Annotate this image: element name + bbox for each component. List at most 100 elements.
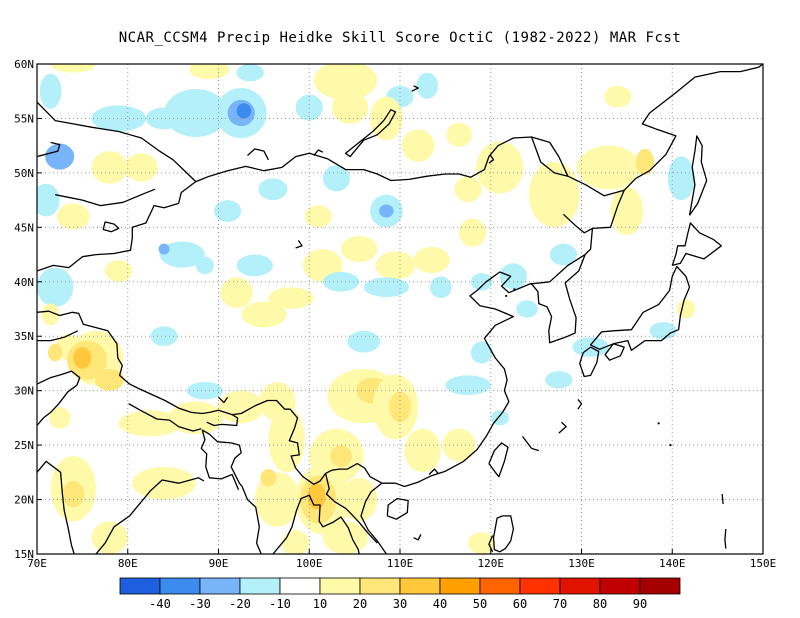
lat-tick-label: 40N (14, 276, 34, 289)
skill-patch (401, 129, 435, 163)
skill-patch (62, 481, 85, 508)
skill-patch (132, 466, 196, 500)
coastline-segment (721, 494, 724, 504)
skill-patch (322, 165, 351, 192)
coastline-segment (218, 396, 229, 404)
colorbar-label: 80 (593, 597, 607, 611)
skill-patch (164, 89, 228, 137)
skill-patch (549, 243, 577, 266)
coastline-segment (577, 398, 583, 410)
skill-patch (389, 391, 411, 423)
skill-patch (236, 64, 264, 82)
colorbar-swatch (319, 577, 361, 595)
skill-patch (307, 483, 326, 510)
skill-patch (41, 303, 60, 326)
skill-patch (39, 73, 62, 109)
skill-patch (95, 368, 125, 391)
coastline-segment (360, 254, 586, 554)
coastline-segment (201, 429, 243, 487)
coastline-segment (241, 486, 262, 554)
colorbar-swatch (479, 577, 521, 595)
coastline-segment (37, 370, 81, 426)
skill-patch (218, 390, 264, 424)
coastline-segment (521, 436, 539, 452)
coastline-segment (671, 222, 722, 267)
skill-patch (442, 428, 476, 462)
skill-patch (499, 263, 528, 290)
skill-patch (236, 103, 252, 119)
coastline-segment (579, 346, 600, 378)
coastline-segment (272, 494, 360, 554)
coastline-segment (488, 442, 509, 478)
skill-patch (341, 236, 378, 263)
skill-patch (268, 287, 314, 309)
gridlines (37, 64, 763, 554)
colorbar-swatch (359, 577, 401, 595)
coastline-segment (411, 85, 419, 92)
skill-patch (379, 204, 394, 218)
skill-patch (258, 178, 288, 201)
skill-patch (470, 341, 493, 364)
skill-patch (105, 260, 133, 282)
skill-patch (347, 330, 381, 353)
coastline-segment (688, 135, 708, 216)
lon-tick-label: 140E (659, 557, 686, 570)
colorbar-label: 50 (473, 597, 487, 611)
skill-patch (649, 322, 677, 340)
skill-patch (304, 205, 332, 228)
skill-patch (375, 251, 416, 280)
skill-patch (260, 469, 277, 487)
skill-patch (213, 200, 242, 222)
skill-patch (37, 183, 60, 217)
skill-patch (56, 203, 90, 230)
skill-patch (404, 428, 441, 473)
colorbar-swatch (519, 577, 561, 595)
skill-patch (341, 477, 378, 522)
colorbar-label: 30 (393, 597, 407, 611)
skill-patch (159, 241, 205, 268)
coastline-segment (37, 101, 625, 256)
coastline-segment (562, 213, 593, 234)
lon-tick-label: 110E (387, 557, 414, 570)
island-dot (715, 569, 717, 571)
lat-tick-label: 45N (14, 221, 34, 234)
skill-patch (429, 276, 452, 299)
lon-tick-label: 80E (118, 557, 138, 570)
skill-patch (91, 521, 128, 554)
coastline-segment (724, 528, 727, 549)
lon-tick-label: 70E (27, 557, 47, 570)
skill-patch (468, 532, 496, 554)
colorbar-label: 60 (513, 597, 527, 611)
skill-patch (330, 445, 352, 467)
skill-patch (48, 407, 71, 429)
colorbar-swatch (599, 577, 641, 595)
coastline-segment (55, 188, 156, 207)
colorbar-label: 40 (433, 597, 447, 611)
lon-tick-label: 150E (750, 557, 777, 570)
colorbar: -40 -30 -20 -10 10 20 30 40 50 60 70 80 90 (119, 577, 681, 611)
coastline-segment (488, 535, 494, 553)
skill-patch (413, 246, 450, 274)
skill-patches (37, 64, 695, 554)
colorbar-label: -10 (269, 597, 291, 611)
colorbar-label: 70 (553, 597, 567, 611)
skill-patch (37, 267, 74, 307)
lat-tick-label: 50N (14, 167, 34, 180)
skill-patch (158, 243, 170, 255)
skill-patch (91, 151, 128, 184)
coastline-segment (37, 310, 383, 485)
skill-patch (45, 143, 75, 170)
skill-patch (363, 277, 410, 298)
coastline-segment (386, 497, 409, 520)
skill-patch (150, 326, 178, 347)
coastline-segment (589, 265, 691, 352)
skill-patch (91, 105, 146, 132)
skill-patch (446, 122, 472, 147)
skill-patch (189, 64, 230, 80)
lat-tick-label: 60N (14, 58, 34, 71)
skill-patch (635, 148, 655, 176)
coastline-segment (95, 477, 205, 554)
colorbar-swatch (159, 577, 201, 595)
coastline-segment (428, 468, 439, 475)
colorbar-swatch (119, 577, 161, 595)
